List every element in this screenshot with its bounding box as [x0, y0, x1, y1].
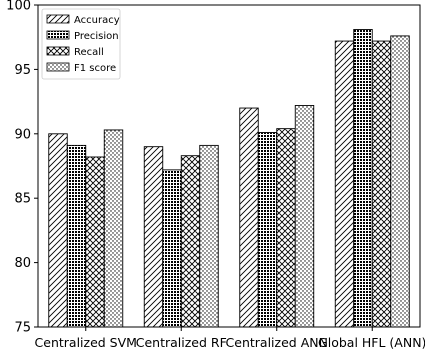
- x-tick-label-centralized-ann: Centralized ANN: [226, 335, 328, 350]
- y-tick-label-95: 95: [14, 63, 31, 78]
- legend-swatch-f1-score: [46, 62, 70, 72]
- bar-centralized-ann-f1-score: [294, 105, 315, 328]
- bar-centralized-svm-precision: [66, 144, 87, 328]
- x-tick-label-global-hfl-ann: Global HFL (ANN): [318, 335, 425, 350]
- bar-global-hfl-ann-precision: [353, 29, 373, 328]
- bar-centralized-rf-accuracy: [143, 146, 164, 328]
- legend-label-recall: Recall: [74, 47, 104, 58]
- legend-label-f1-score: F1 score: [74, 63, 116, 74]
- bar-global-hfl-ann-recall: [371, 40, 392, 328]
- legend-swatch-recall: [46, 46, 70, 56]
- legend-swatch-precision: [46, 30, 70, 40]
- bar-centralized-rf-recall: [180, 155, 201, 328]
- legend-swatch-accuracy: [46, 14, 70, 24]
- legend-box: [41, 8, 121, 80]
- y-tick-label-80: 80: [14, 256, 31, 271]
- bar-centralized-svm-recall: [85, 156, 105, 328]
- bar-centralized-svm-f1-score: [103, 129, 124, 328]
- y-tick-label-100: 100: [6, 0, 31, 14]
- bar-centralized-ann-accuracy: [239, 107, 259, 328]
- y-tick-label-90: 90: [14, 127, 31, 142]
- bar-centralized-svm-accuracy: [48, 133, 68, 328]
- x-tick-label-centralized-svm: Centralized SVM: [35, 335, 137, 350]
- bar-centralized-ann-precision: [257, 132, 278, 328]
- x-tick-label-centralized-rf: Centralized RF: [136, 335, 227, 350]
- plot-frame: [37, 4, 421, 328]
- bar-global-hfl-ann-accuracy: [334, 40, 355, 328]
- bar-centralized-rf-precision: [162, 169, 182, 328]
- bar-centralized-ann-recall: [276, 128, 296, 328]
- y-tick-label-85: 85: [14, 192, 31, 207]
- y-tick-label-75: 75: [14, 321, 31, 336]
- legend-label-accuracy: Accuracy: [74, 15, 120, 26]
- bar-centralized-rf-f1-score: [199, 144, 219, 328]
- legend-label-precision: Precision: [74, 31, 119, 42]
- legend: Accuracy Precision Recall F1 score: [41, 8, 121, 80]
- bar-global-hfl-ann-f1-score: [390, 35, 410, 328]
